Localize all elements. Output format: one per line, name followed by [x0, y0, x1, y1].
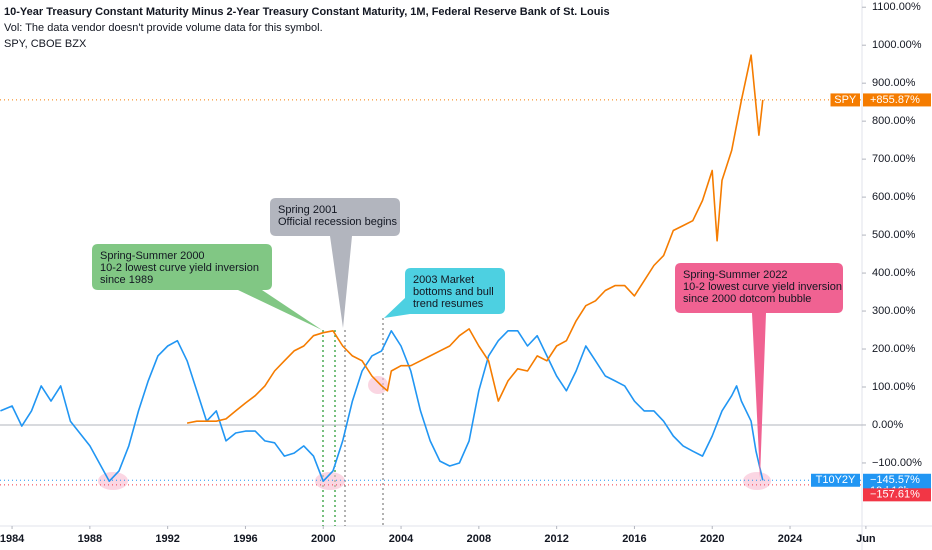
callout-box — [675, 263, 843, 478]
x-tick-label: 1984 — [0, 533, 25, 545]
y-tick-label: 200.00% — [872, 343, 916, 355]
compare-symbol: SPY, CBOE BZX — [4, 38, 87, 50]
y-tick-label: 1000.00% — [872, 39, 922, 51]
callout-text: 2003 Market — [413, 274, 474, 286]
y-tick-label: 0.00% — [872, 419, 903, 431]
symbol-tag-label: T10Y2Y — [816, 474, 856, 486]
y-tick-label: 300.00% — [872, 305, 916, 317]
callout: 2003 Market bottoms and bull trend resum… — [384, 268, 505, 318]
symbol-tag-label: SPY — [834, 94, 857, 106]
highlight — [368, 376, 388, 394]
callout-text: Spring 2001 — [278, 204, 337, 216]
symbol-tag — [830, 93, 860, 107]
callout-text: since 2000 dotcom bubble — [683, 293, 811, 305]
x-tick-label: 2008 — [467, 533, 491, 545]
price-tag-label: −157.61% — [870, 489, 920, 501]
y-tick-label: 100.00% — [872, 381, 916, 393]
callout-text: trend resumes — [413, 298, 484, 310]
callout-box — [384, 268, 505, 318]
callout-text: bottoms and bull — [413, 286, 494, 298]
price-tag — [863, 488, 931, 502]
y-tick-label: 700.00% — [872, 153, 916, 165]
callout-box — [92, 244, 322, 330]
series-line — [0, 330, 764, 482]
x-tick-label: 1996 — [233, 533, 257, 545]
value-tag — [863, 93, 931, 107]
x-tick-label: 2012 — [544, 533, 568, 545]
highlight — [98, 472, 128, 490]
x-tick-label: 1988 — [78, 533, 102, 545]
symbol-tag — [811, 473, 860, 487]
callout: Spring-Summer 2000 10-2 lowest curve yie… — [92, 244, 322, 330]
header-title: 10-Year Treasury Constant Maturity Minus… — [4, 6, 610, 18]
highlight — [315, 472, 345, 490]
callout-text: 10-2 lowest curve yield inversion — [683, 281, 842, 293]
callout-text: Official recession begins — [278, 216, 398, 228]
callout: Spring 2001 Official recession begins — [270, 198, 400, 328]
callout-text: since 1989 — [100, 274, 153, 286]
y-tick-label: −100.00% — [872, 457, 922, 469]
value-tag-label: +855.87% — [870, 94, 920, 106]
y-tick-label: 400.00% — [872, 267, 916, 279]
callout-text: 10-2 lowest curve yield inversion — [100, 262, 259, 274]
x-tick-label: Jun — [856, 533, 876, 545]
plot: −100.00% 0.00% 100.00% 200.00% 300.00% 400.00… — [0, 1, 922, 545]
x-tick-label: 1992 — [155, 533, 179, 545]
y-tick-label: 800.00% — [872, 115, 916, 127]
x-tick-label: 2020 — [700, 533, 724, 545]
callout-box — [270, 198, 400, 328]
y-tick-label: 600.00% — [872, 191, 916, 203]
callout: Spring-Summer 2022 10-2 lowest curve yie… — [675, 263, 843, 478]
highlights — [98, 376, 771, 490]
callout-text: Spring-Summer 2000 — [100, 250, 205, 262]
x-tick-label: 2016 — [622, 533, 646, 545]
series-line — [186, 54, 764, 424]
y-tick-label: 900.00% — [872, 77, 916, 89]
tags: T10Y2Y−145.57%19d 16hSPY+855.87%−157.61% — [811, 93, 931, 502]
x-tick-label: 2000 — [311, 533, 335, 545]
highlight — [743, 472, 771, 490]
callout-text: Spring-Summer 2022 — [683, 269, 788, 281]
y-tick-label: 500.00% — [872, 229, 916, 241]
x-tick-label: 2004 — [389, 533, 414, 545]
y-tick-label: 1100.00% — [872, 1, 921, 13]
value-tag-label: −145.57% — [870, 474, 920, 486]
volume-note: Vol: The data vendor doesn't provide vol… — [4, 22, 323, 34]
x-tick-label: 2024 — [778, 533, 803, 545]
